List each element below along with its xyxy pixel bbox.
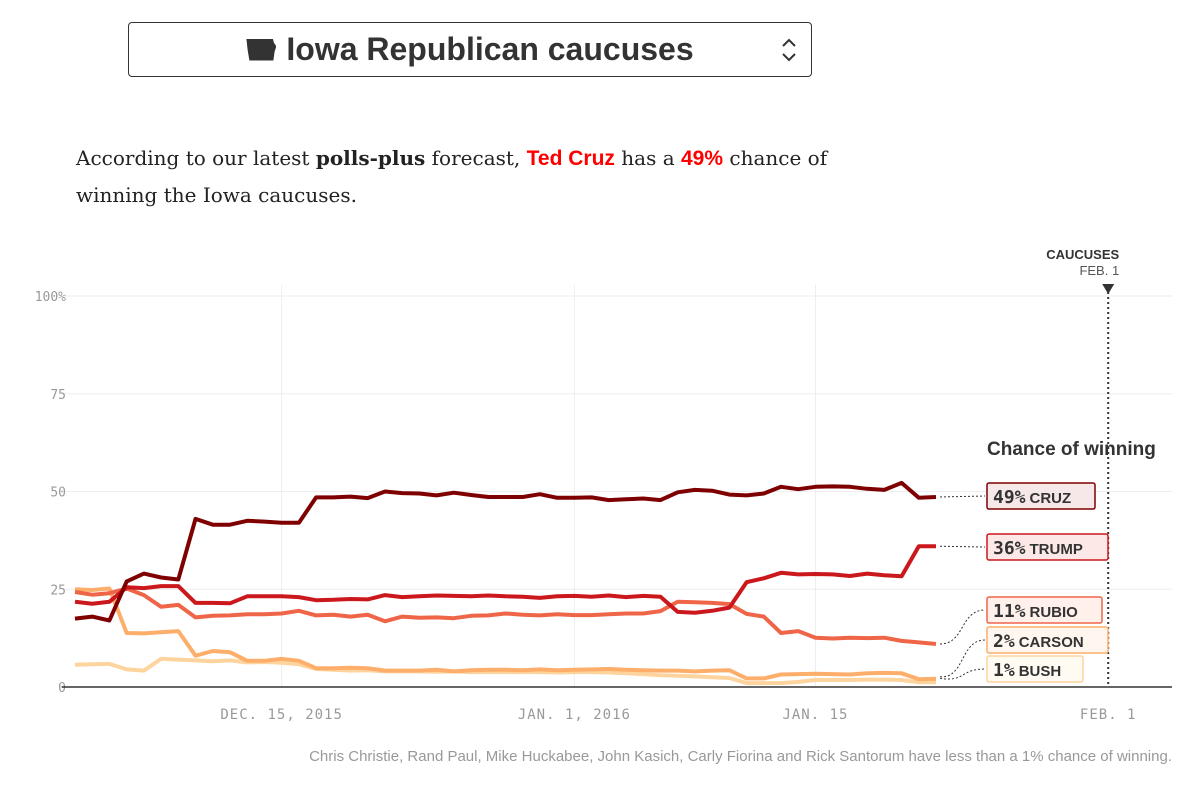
chart-title: Chance of winning: [987, 439, 1156, 460]
label-box-carson: [986, 626, 1109, 654]
series-line-rubio: [74, 586, 937, 646]
race-selector[interactable]: Iowa Republican caucuses: [128, 22, 812, 77]
x-tick-label: JAN. 15: [782, 707, 848, 723]
event-date: FEB. 1: [1079, 263, 1119, 278]
y-tick-label: 25: [50, 583, 66, 598]
race-title: Iowa Republican caucuses: [286, 31, 694, 67]
leader-line: [939, 545, 986, 548]
candidate-label-carson: 2% CARSON: [993, 631, 1084, 652]
leader-line: [939, 639, 986, 678]
candidate-label-trump: 36% TRUMP: [993, 538, 1083, 559]
candidate-pct: 36%: [993, 538, 1026, 559]
x-tick-label: FEB. 1: [1080, 707, 1137, 723]
leader-line: [939, 668, 986, 680]
label-box-cruz: [986, 482, 1096, 510]
label-box-trump: [986, 533, 1109, 561]
candidate-pct: 1%: [993, 660, 1015, 681]
leader-name: Ted Cruz: [526, 147, 615, 170]
candidate-pct: 49%: [993, 487, 1026, 508]
series-line-bush: [74, 656, 936, 686]
candidate-pct: 11%: [993, 601, 1026, 622]
candidate-name: CARSON: [1019, 634, 1084, 651]
leader-pct: 49%: [681, 147, 724, 170]
x-tick-label: JAN. 1, 2016: [518, 707, 631, 723]
leader-line: [939, 495, 986, 498]
y-tick-label: 75: [50, 388, 66, 403]
candidate-name: RUBIO: [1030, 604, 1079, 621]
x-tick-label: DEC. 15, 2015: [220, 707, 343, 723]
up-down-chevron-icon: [782, 38, 796, 62]
forecast-summary: According to our latest polls-plus forec…: [76, 146, 828, 207]
y-tick-label: 0: [58, 681, 66, 696]
y-tick-label: 50: [50, 486, 66, 501]
series-line-trump: [74, 544, 936, 615]
label-box-rubio: [986, 596, 1103, 624]
y-tick-label: 100%: [35, 290, 66, 305]
caucus-marker-arrow: [1102, 284, 1115, 294]
footnote: Chris Christie, Rand Paul, Mike Huckabee…: [309, 748, 1172, 765]
candidate-name: TRUMP: [1030, 541, 1083, 558]
candidate-label-cruz: 49% CRUZ: [993, 487, 1071, 508]
candidate-pct: 2%: [993, 631, 1015, 652]
series-line-carson: [74, 586, 937, 682]
leader-line: [939, 609, 986, 645]
candidate-label-bush: 1% BUSH: [993, 660, 1061, 681]
candidate-name: BUSH: [1019, 663, 1062, 680]
candidate-label-rubio: 11% RUBIO: [993, 601, 1078, 622]
series-line-cruz: [74, 480, 937, 623]
event-label: CAUCUSES: [1046, 247, 1119, 262]
iowa-state-icon: [246, 38, 277, 61]
label-box-bush: [986, 655, 1084, 683]
candidate-name: CRUZ: [1030, 490, 1072, 507]
